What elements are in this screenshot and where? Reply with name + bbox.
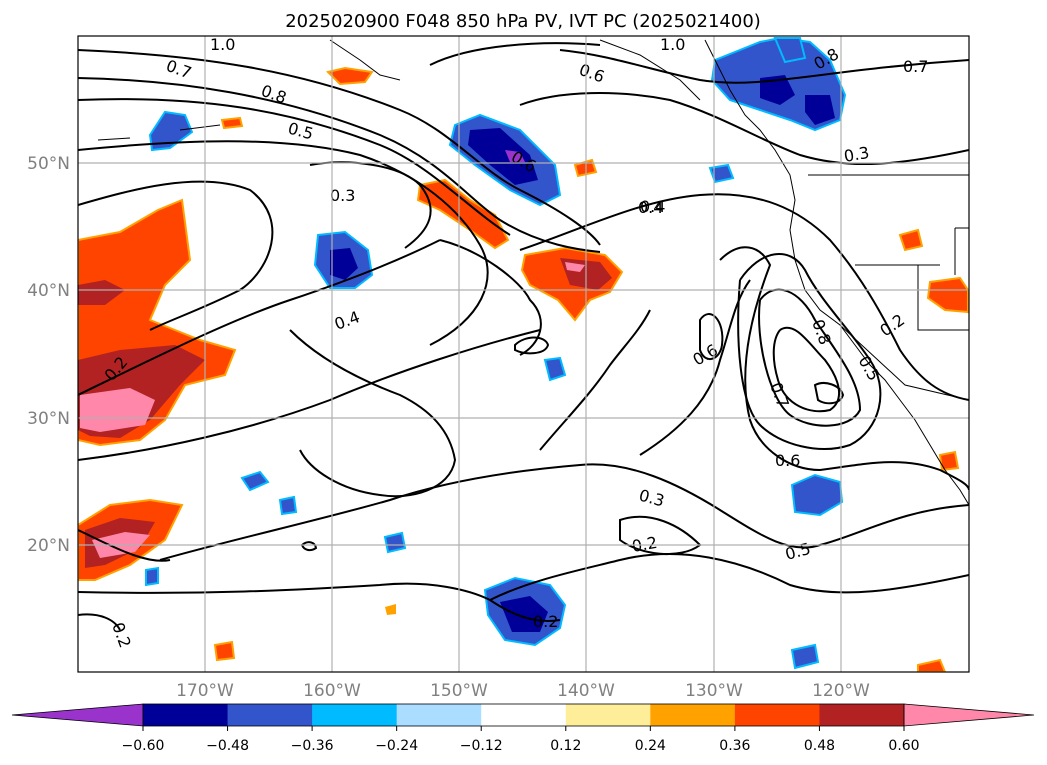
- colorbar-tick-label: 0.24: [635, 738, 666, 754]
- colorbar-tick-label: −0.60: [122, 738, 165, 754]
- contour-label: 0.7: [164, 56, 194, 83]
- contour-label: 1.0: [660, 35, 685, 54]
- contour-label: 0.5: [783, 539, 813, 564]
- contour-label: 0.2: [108, 620, 135, 650]
- contour-label: 0.2: [630, 533, 658, 556]
- colorbar-tick-label: −0.12: [460, 738, 503, 754]
- colorbar-segment: [565, 704, 651, 726]
- gridlines: [78, 36, 969, 672]
- contour-label: 0.7: [903, 57, 928, 76]
- colorbar-tick-label: 0.60: [888, 738, 919, 754]
- colorbar-segment: [481, 704, 567, 726]
- lat-label: 50°N: [27, 154, 70, 174]
- lon-label: 170°W: [176, 681, 234, 701]
- colorbar-segment: [396, 704, 482, 726]
- lat-label: 20°N: [27, 536, 70, 556]
- ivt-contours: [78, 42, 969, 631]
- contour-label: 0.4: [640, 197, 665, 216]
- colorbar-extend-high: [903, 703, 1035, 727]
- pv-shading: [78, 36, 969, 672]
- contour-label: 0.7: [766, 380, 793, 410]
- lon-label: 140°W: [557, 681, 615, 701]
- chart-title: 2025020900 F048 850 hPa PV, IVT PC (2025…: [285, 11, 761, 32]
- colorbar-segment: [650, 704, 736, 726]
- lat-label: 30°N: [27, 409, 70, 429]
- contour-label: 0.6: [690, 340, 722, 369]
- lon-labels: 170°W 160°W 150°W 140°W 130°W 120°W: [176, 681, 870, 701]
- colorbar-segment: [819, 704, 905, 726]
- lat-labels: 50°N 40°N 30°N 20°N: [27, 154, 70, 556]
- contour-label: 0.6: [577, 60, 607, 87]
- map-area: 1.0 0.7 0.8 0.5 0.3 0.6 0.4 0.6 1.0 0.8 …: [78, 35, 969, 672]
- contour-label: 0.2: [533, 612, 558, 631]
- colorbar-extend-low: [11, 703, 144, 727]
- colorbar-segment: [734, 704, 820, 726]
- contour-label: 0.3: [330, 186, 355, 205]
- colorbar-tick-label: 0.12: [550, 738, 581, 754]
- map-frame: [77, 35, 970, 673]
- colorbar-segment: [312, 704, 398, 726]
- colorbar-tick-label: 0.36: [719, 738, 750, 754]
- contour-label: 0.4: [332, 307, 362, 334]
- lon-label: 120°W: [812, 681, 870, 701]
- colorbar-frame: [142, 703, 905, 727]
- coastlines: [97, 39, 969, 506]
- colorbar-tick-label: −0.48: [206, 738, 249, 754]
- lon-label: 130°W: [685, 681, 743, 701]
- colorbar-segment: [227, 704, 313, 726]
- contour-label: 0.3: [637, 486, 667, 511]
- lon-label: 160°W: [303, 681, 361, 701]
- colorbar-tick-label: 0.48: [804, 738, 835, 754]
- colorbar: −0.60 −0.48 −0.36 −0.24 −0.12 0.12 0.24 0.36 0.4…: [11, 703, 1035, 754]
- colorbar-tick-label: −0.24: [375, 738, 418, 754]
- contour-label: 0.3: [842, 143, 870, 166]
- lon-label: 150°W: [430, 681, 488, 701]
- colorbar-segment: [143, 704, 229, 726]
- contour-label: 0.6: [775, 451, 800, 470]
- lat-label: 40°N: [27, 281, 70, 301]
- contour-label: 1.0: [210, 35, 235, 54]
- colorbar-tick-label: −0.36: [291, 738, 334, 754]
- contour-label: 0.4: [638, 198, 663, 217]
